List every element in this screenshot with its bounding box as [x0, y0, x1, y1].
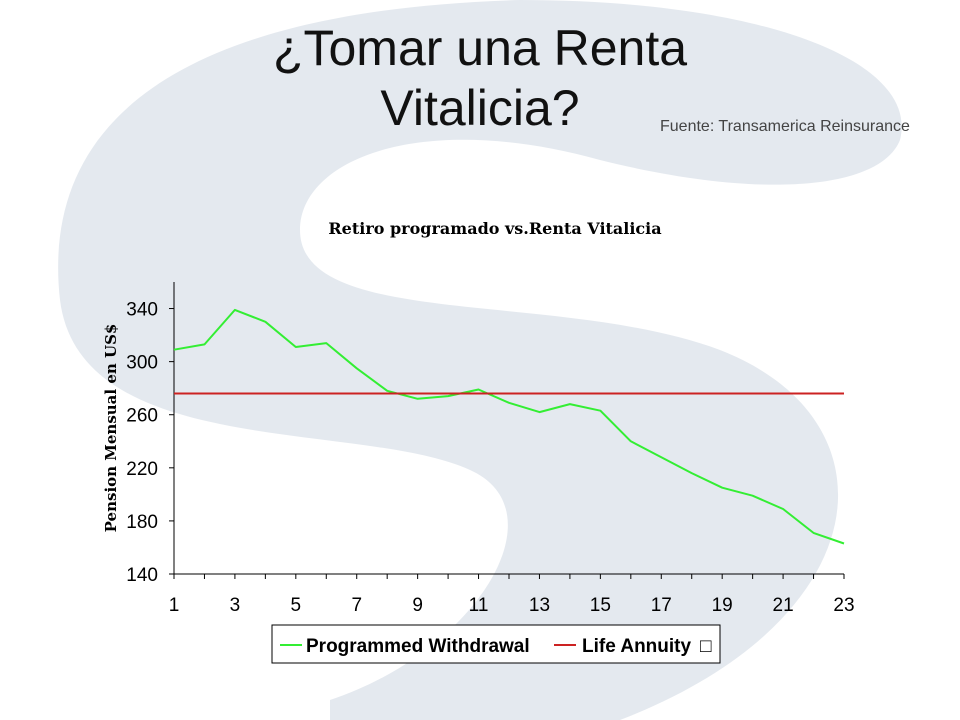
x-tick-label: 9 — [412, 595, 423, 616]
x-tick-label: 17 — [651, 595, 672, 616]
legend-box-glyph: □ — [700, 636, 712, 657]
slide-title-line-2: Vitalicia? — [380, 80, 580, 136]
legend-box — [271, 624, 721, 664]
source-note: Fuente: Transamerica Reinsurance — [660, 118, 910, 135]
x-tick-label: 13 — [529, 595, 550, 616]
watermark-s-shape-icon — [58, 0, 902, 720]
y-tick-label: 260 — [126, 406, 158, 427]
y-axis-title: Pension Mensual en US$ — [102, 324, 120, 533]
x-tick-label: 1 — [169, 595, 180, 616]
y-axis-ticks: 140 180 220 260 300 340 — [126, 300, 174, 586]
y-tick-label: 220 — [126, 459, 158, 480]
series-line-programmed-withdrawal — [173, 308, 845, 545]
chart-axes — [173, 282, 844, 575]
x-tick-label: 3 — [230, 595, 241, 616]
x-tick-label: 19 — [712, 595, 733, 616]
y-tick-label: 300 — [126, 353, 158, 374]
x-tick-label: 7 — [351, 595, 362, 616]
y-tick-label: 140 — [126, 565, 158, 586]
series-layer — [173, 308, 845, 545]
y-tick-label: 340 — [126, 300, 158, 321]
x-tick-label: 23 — [833, 595, 854, 616]
x-tick-label: 21 — [773, 595, 794, 616]
x-axis-ticks: 1 3 5 7 9 11 13 15 17 19 21 23 — [169, 574, 855, 616]
chart-title: Retiro programado vs.Renta Vitalicia — [328, 219, 661, 238]
x-tick-label: 15 — [590, 595, 611, 616]
slide-title-line-1: ¿Tomar una Renta — [272, 20, 688, 76]
slide-title: ¿Tomar una Renta Vitalicia? — [180, 18, 780, 138]
x-tick-label: 5 — [291, 595, 302, 616]
legend-label-programmed-withdrawal: Programmed Withdrawal — [306, 636, 530, 657]
legend-label-life-annuity: Life Annuity — [582, 636, 691, 657]
x-tick-label: 11 — [469, 595, 489, 616]
y-tick-label: 180 — [126, 512, 158, 533]
chart-legend: Programmed Withdrawal Life Annuity □ — [271, 624, 721, 664]
